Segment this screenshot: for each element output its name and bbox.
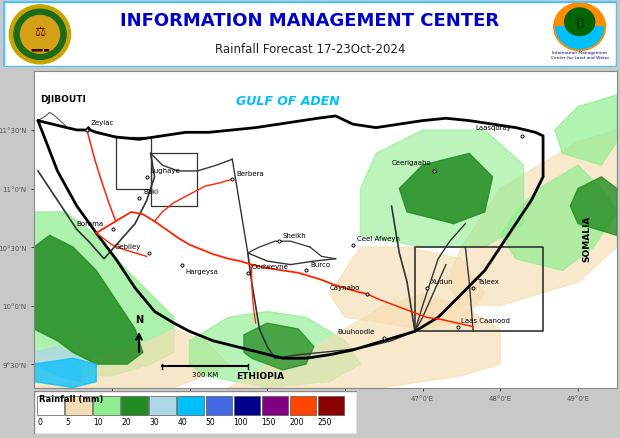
Text: GULF OF ADEN: GULF OF ADEN <box>236 95 340 108</box>
Text: Ceel Afweyn: Ceel Afweyn <box>356 236 399 242</box>
Bar <box>234 396 260 415</box>
Text: 300 KM: 300 KM <box>192 371 218 377</box>
Circle shape <box>14 10 66 60</box>
Polygon shape <box>570 177 617 236</box>
Polygon shape <box>34 358 96 388</box>
Text: Baki: Baki <box>143 189 158 195</box>
Bar <box>94 396 120 415</box>
Polygon shape <box>228 294 500 388</box>
Text: Laasqoray: Laasqoray <box>476 125 512 131</box>
Text: Ceerigaabo: Ceerigaabo <box>392 160 431 166</box>
Polygon shape <box>446 131 617 306</box>
Text: ▬▬▬: ▬▬▬ <box>30 46 50 52</box>
Text: Rainfall Forecast 17-23Oct-2024: Rainfall Forecast 17-23Oct-2024 <box>215 43 405 56</box>
Text: Sheikh: Sheikh <box>283 232 306 238</box>
Polygon shape <box>360 131 524 247</box>
Text: 5: 5 <box>65 417 70 426</box>
Text: Information Management
Center for Land and Water: Information Management Center for Land a… <box>551 51 609 60</box>
Wedge shape <box>556 28 603 49</box>
Text: Zeylac: Zeylac <box>91 120 114 126</box>
Text: Oodweyne: Oodweyne <box>252 264 288 270</box>
Text: 30: 30 <box>149 417 159 426</box>
Text: Burco: Burco <box>310 261 330 267</box>
Text: Laas Caanood: Laas Caanood <box>461 318 510 323</box>
FancyBboxPatch shape <box>34 391 356 434</box>
Polygon shape <box>399 154 492 224</box>
Text: Caynabo: Caynabo <box>329 285 360 291</box>
Circle shape <box>20 17 60 54</box>
Text: 🌴: 🌴 <box>577 18 583 28</box>
Bar <box>149 396 176 415</box>
Text: SOMALIA: SOMALIA <box>582 215 591 261</box>
Bar <box>262 396 288 415</box>
Bar <box>122 396 148 415</box>
Circle shape <box>9 6 71 65</box>
Bar <box>317 396 344 415</box>
Text: N: N <box>135 314 143 325</box>
Bar <box>290 396 316 415</box>
Polygon shape <box>151 201 329 283</box>
Polygon shape <box>34 236 143 364</box>
Text: ETHIOPIA: ETHIOPIA <box>236 371 284 380</box>
Text: 20: 20 <box>122 417 131 426</box>
Text: DJIBOUTI: DJIBOUTI <box>40 95 86 103</box>
Text: Lughaye: Lughaye <box>151 168 180 174</box>
Text: 50: 50 <box>206 417 215 426</box>
Text: Taleex: Taleex <box>477 279 499 285</box>
Polygon shape <box>329 247 485 329</box>
Bar <box>65 396 92 415</box>
Text: Gebiley: Gebiley <box>114 244 141 250</box>
Text: 40: 40 <box>177 417 187 426</box>
Text: 150: 150 <box>262 417 276 426</box>
Circle shape <box>554 4 606 52</box>
Polygon shape <box>34 347 81 382</box>
Bar <box>37 396 64 415</box>
FancyBboxPatch shape <box>3 2 617 68</box>
Polygon shape <box>34 329 228 388</box>
Text: ⚖: ⚖ <box>34 26 46 39</box>
Polygon shape <box>190 312 360 388</box>
Polygon shape <box>555 95 617 166</box>
Bar <box>177 396 204 415</box>
Text: Borama: Borama <box>76 220 103 226</box>
Text: Rainfall (mm): Rainfall (mm) <box>39 394 104 403</box>
Text: 200: 200 <box>290 417 304 426</box>
Text: Xudun: Xudun <box>430 279 453 285</box>
Text: 100: 100 <box>234 417 248 426</box>
Text: INFORMATION MANAGEMENT CENTER: INFORMATION MANAGEMENT CENTER <box>120 11 500 30</box>
Text: 250: 250 <box>317 417 332 426</box>
Text: Berbera: Berbera <box>236 170 264 176</box>
Polygon shape <box>500 166 617 271</box>
Text: Buuhoodle: Buuhoodle <box>337 328 374 334</box>
Text: 0: 0 <box>37 417 42 426</box>
Text: Hargeysa: Hargeysa <box>185 268 218 274</box>
Bar <box>206 396 232 415</box>
Polygon shape <box>244 323 314 370</box>
Text: 10: 10 <box>94 417 103 426</box>
Polygon shape <box>34 212 174 376</box>
Circle shape <box>565 9 595 36</box>
